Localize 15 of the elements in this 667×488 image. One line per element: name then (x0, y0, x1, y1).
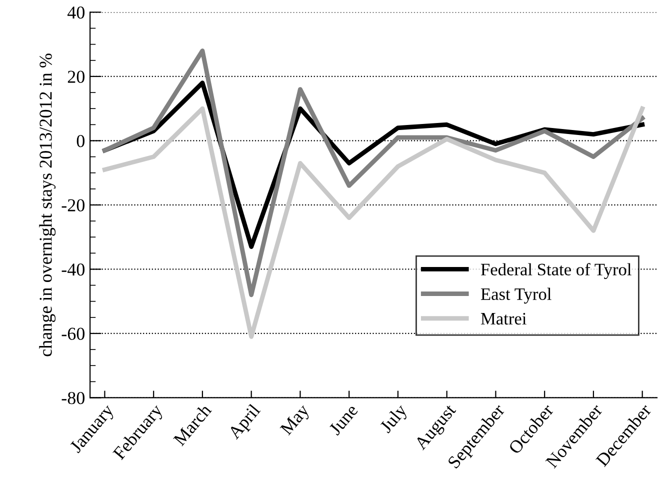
y-tick-label: -20 (62, 199, 84, 212)
y-tick-label: 40 (67, 6, 84, 19)
x-tick-label: May (280, 403, 313, 438)
line-series (102, 106, 645, 339)
y-tick-label: -80 (62, 392, 84, 404)
y-axis-title: change in overnight stays 2013/2012 in % (39, 54, 56, 356)
legend-label: Federal State of Tyrol (480, 263, 632, 280)
x-tick-label: July (378, 402, 410, 436)
legend-label: East Tyrol (480, 288, 552, 304)
y-tick-label: -60 (62, 328, 84, 340)
x-tick-label: June (328, 404, 358, 436)
y-tick-label: 20 (68, 70, 84, 83)
legend-label: Matrei (480, 312, 526, 325)
y-tick-label: 0 (76, 134, 84, 148)
y-tick-label: -40 (62, 263, 84, 276)
